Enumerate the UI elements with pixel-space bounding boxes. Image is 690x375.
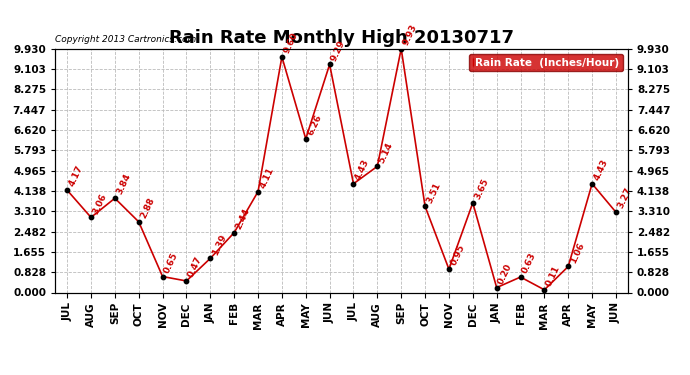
Text: Copyright 2013 Cartronics.com: Copyright 2013 Cartronics.com — [55, 35, 197, 44]
Text: 3.51: 3.51 — [425, 180, 442, 204]
Text: 1.06: 1.06 — [569, 241, 586, 264]
Text: 9.93: 9.93 — [401, 23, 419, 47]
Text: 6.26: 6.26 — [306, 113, 323, 137]
Point — [372, 164, 383, 170]
Point — [563, 264, 574, 270]
Point — [300, 136, 311, 142]
Point — [133, 219, 144, 225]
Text: 0.95: 0.95 — [449, 243, 466, 267]
Text: 9.29: 9.29 — [330, 38, 347, 63]
Point — [157, 273, 168, 279]
Point — [467, 200, 478, 206]
Text: 0.47: 0.47 — [186, 255, 204, 279]
Point — [515, 274, 526, 280]
Text: 1.39: 1.39 — [210, 232, 228, 256]
Text: 3.65: 3.65 — [473, 177, 491, 201]
Point — [61, 187, 72, 193]
Title: Rain Rate Monthly High 20130717: Rain Rate Monthly High 20130717 — [169, 29, 514, 47]
Text: 3.27: 3.27 — [616, 186, 633, 210]
Point — [491, 285, 502, 291]
Text: 5.14: 5.14 — [377, 140, 395, 164]
Point — [228, 230, 239, 236]
Point — [539, 287, 550, 293]
Text: 4.11: 4.11 — [258, 166, 275, 190]
Text: 4.17: 4.17 — [67, 164, 85, 188]
Point — [611, 209, 622, 215]
Text: 9.60: 9.60 — [282, 31, 299, 55]
Text: 3.06: 3.06 — [91, 192, 108, 215]
Point — [444, 266, 455, 272]
Text: 2.88: 2.88 — [139, 196, 156, 220]
Point — [586, 181, 598, 187]
Point — [86, 214, 97, 220]
Text: 4.43: 4.43 — [353, 158, 371, 182]
Text: 0.63: 0.63 — [520, 251, 538, 275]
Point — [181, 278, 192, 284]
Text: 0.20: 0.20 — [497, 262, 514, 286]
Text: 3.84: 3.84 — [115, 172, 132, 196]
Point — [277, 54, 288, 60]
Text: 4.43: 4.43 — [592, 158, 610, 182]
Point — [420, 203, 431, 209]
Legend: Rain Rate  (Inches/Hour): Rain Rate (Inches/Hour) — [469, 54, 622, 71]
Point — [348, 181, 359, 187]
Text: 2.44: 2.44 — [234, 207, 252, 231]
Text: 0.65: 0.65 — [163, 251, 180, 274]
Text: 0.11: 0.11 — [544, 264, 562, 288]
Point — [109, 195, 120, 201]
Point — [253, 189, 264, 195]
Point — [395, 46, 406, 52]
Point — [205, 255, 216, 261]
Point — [324, 62, 335, 68]
